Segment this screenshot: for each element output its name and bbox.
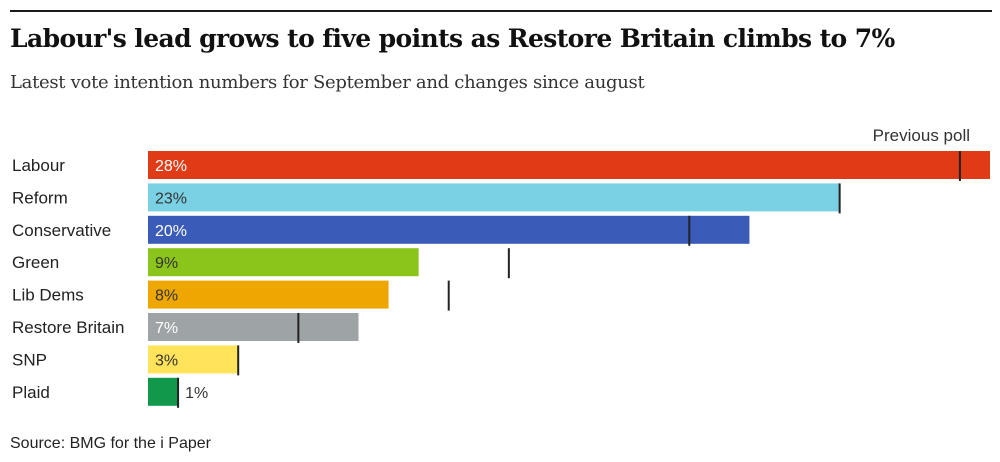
category-label-green: Green bbox=[12, 253, 59, 272]
category-label-lib-dems: Lib Dems bbox=[12, 286, 84, 305]
value-label-green: 9% bbox=[155, 255, 178, 272]
chart-subtitle: Latest vote intention numbers for Septem… bbox=[10, 72, 645, 93]
bar-labour bbox=[148, 151, 990, 179]
value-label-lib-dems: 8% bbox=[155, 288, 178, 305]
value-label-reform: 23% bbox=[155, 190, 187, 207]
previous-poll-legend: Previous poll bbox=[872, 126, 970, 145]
bar-plaid bbox=[148, 377, 179, 406]
top-rule bbox=[10, 10, 992, 12]
bar-lib-dems bbox=[148, 280, 389, 309]
category-label-snp: SNP bbox=[12, 350, 47, 369]
value-label-snp: 3% bbox=[155, 352, 178, 369]
category-label-labour: Labour bbox=[12, 156, 65, 175]
chart-title: Labour's lead grows to five points as Re… bbox=[10, 24, 895, 53]
category-label-plaid: Plaid bbox=[12, 383, 50, 402]
bar-green bbox=[148, 248, 419, 277]
category-label-reform: Reform bbox=[12, 188, 68, 207]
value-label-conservative: 20% bbox=[155, 223, 187, 240]
bar-snp bbox=[148, 345, 239, 374]
bar-restore-britain bbox=[148, 313, 359, 341]
category-label-restore-britain: Restore Britain bbox=[12, 318, 124, 337]
value-label-restore-britain: 7% bbox=[155, 320, 178, 337]
bar-reform bbox=[148, 183, 840, 212]
source-note: Source: BMG for the i Paper bbox=[10, 435, 211, 452]
bar-conservative bbox=[148, 215, 750, 244]
value-label-labour: 28% bbox=[155, 158, 187, 175]
category-label-conservative: Conservative bbox=[12, 221, 111, 240]
value-label-plaid: 1% bbox=[185, 385, 208, 402]
